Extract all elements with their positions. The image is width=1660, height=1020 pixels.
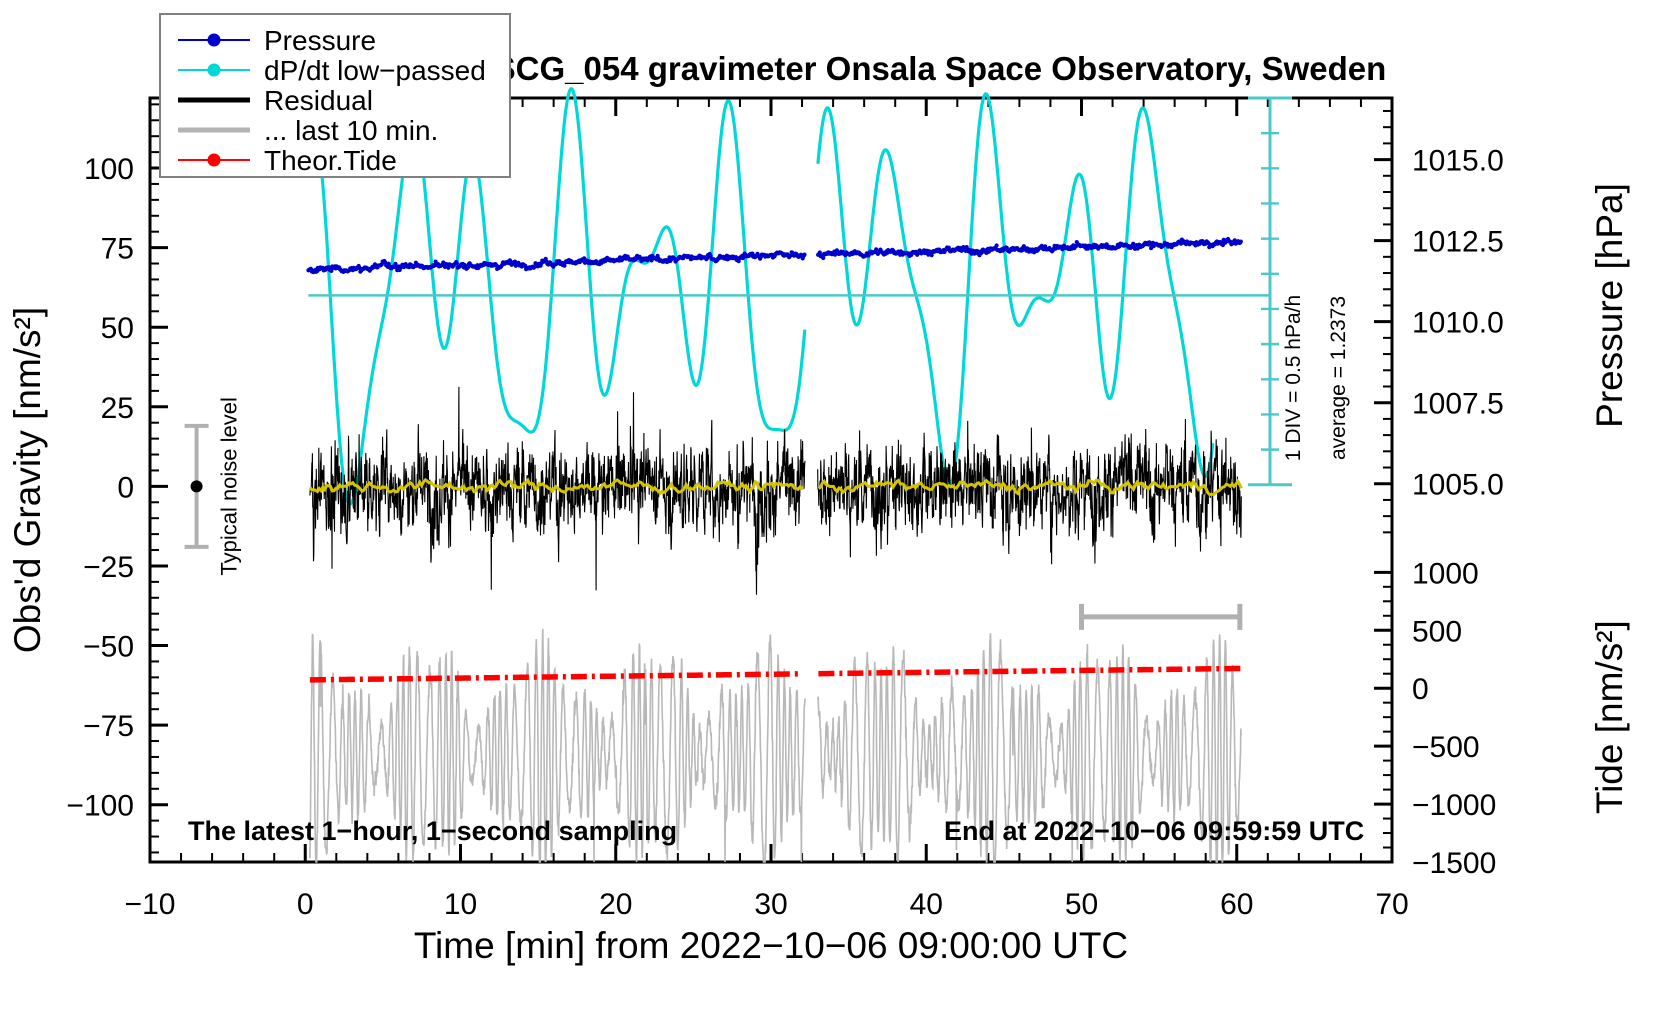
x-tick-label-0: 0	[297, 888, 314, 921]
x-axis-title: Time [min] from 2022−10−06 09:00:00 UTC	[414, 925, 1128, 966]
y-tick-label: −25	[83, 551, 134, 584]
y-tick-label: 75	[101, 233, 134, 266]
pressure-point	[802, 252, 807, 257]
tide-tick-label: 0	[1412, 673, 1429, 706]
tide-tick-label: −500	[1412, 731, 1480, 764]
legend-label: Theor.Tide	[264, 145, 397, 176]
pressure-point	[1238, 239, 1243, 244]
theor-tide-trace	[309, 665, 1242, 683]
y-tick-label: −50	[83, 631, 134, 664]
legend-marker	[207, 33, 221, 47]
legend-marker	[207, 153, 221, 167]
average-label: average = 1.2373	[1327, 296, 1350, 460]
pressure-tick-label: 1012.5	[1412, 226, 1504, 259]
x-tick-label--10: −10	[125, 888, 176, 921]
footer-left: The latest 1−hour, 1−second sampling	[188, 816, 677, 846]
div-scale-label: 1 DIV = 0.5 hPa/h	[1282, 295, 1305, 461]
pressure-tick-label: 1005.0	[1412, 469, 1504, 502]
y-tick-label: −100	[66, 790, 134, 823]
pressure-tick-label: 1015.0	[1412, 145, 1504, 178]
x-tick-label-70: 70	[1375, 888, 1408, 921]
legend-item-2[interactable]: Residual	[178, 85, 373, 116]
noise-bar-center-dot	[190, 480, 203, 493]
page-title: SCG_054 gravimeter Onsala Space Observat…	[494, 50, 1387, 87]
pressure-point	[736, 259, 741, 264]
y-tick-label: 100	[84, 153, 134, 186]
x-tick-label-20: 20	[599, 888, 632, 921]
x-tick-label-10: 10	[444, 888, 477, 921]
dpdt-lowpassed-trace	[312, 87, 1215, 506]
y-tick-label: 25	[101, 392, 134, 425]
pressure-point	[454, 261, 459, 266]
x-tick-label-30: 30	[754, 888, 787, 921]
legend-label: ... last 10 min.	[264, 115, 438, 146]
pressure-point	[929, 253, 934, 258]
y-axis-title: Obs'd Gravity [nm/s²]	[7, 307, 48, 653]
tide-tick-label: −1000	[1412, 789, 1496, 822]
pressure-point	[817, 250, 822, 255]
residual-trace	[309, 386, 1242, 595]
x-tick-label-60: 60	[1220, 888, 1253, 921]
pressure-point	[821, 255, 826, 261]
legend-item-1[interactable]: dP/dt low−passed	[178, 55, 486, 86]
y-tick-label: 50	[101, 312, 134, 345]
last-10-min-trace	[309, 628, 1242, 863]
legend-label: dP/dt low−passed	[264, 55, 486, 86]
legend-item-0[interactable]: Pressure	[178, 25, 376, 56]
footer-right: End at 2022−10−06 09:59:59 UTC	[944, 816, 1364, 846]
pressure-tick-label: 1010.0	[1412, 307, 1504, 340]
pressure-point	[329, 268, 334, 273]
x-tick-label-40: 40	[910, 888, 943, 921]
legend-label: Pressure	[264, 25, 376, 56]
pressure-point	[1131, 241, 1136, 246]
tide-axis-title: Tide [nm/s²]	[1589, 620, 1630, 814]
pressure-tick-label: 1007.5	[1412, 388, 1504, 421]
tide-tick-label: 1000	[1412, 557, 1479, 590]
x-tick-label-50: 50	[1065, 888, 1098, 921]
pressure-point	[994, 243, 999, 248]
pressure-point	[562, 263, 567, 268]
tide-tick-label: −1500	[1412, 847, 1496, 880]
pressure-axis-title: Pressure [hPa]	[1589, 183, 1630, 428]
residual-smoothed-trace	[308, 477, 1243, 497]
legend-item-3[interactable]: ... last 10 min.	[178, 115, 438, 146]
noise-level-label: Typical noise level	[217, 397, 242, 576]
y-tick-label: 0	[117, 471, 134, 504]
legend-item-4[interactable]: Theor.Tide	[178, 145, 397, 176]
y-tick-label: −75	[83, 710, 134, 743]
legend-label: Residual	[264, 85, 373, 116]
tide-tick-label: 500	[1412, 615, 1462, 648]
legend-marker	[207, 63, 221, 77]
